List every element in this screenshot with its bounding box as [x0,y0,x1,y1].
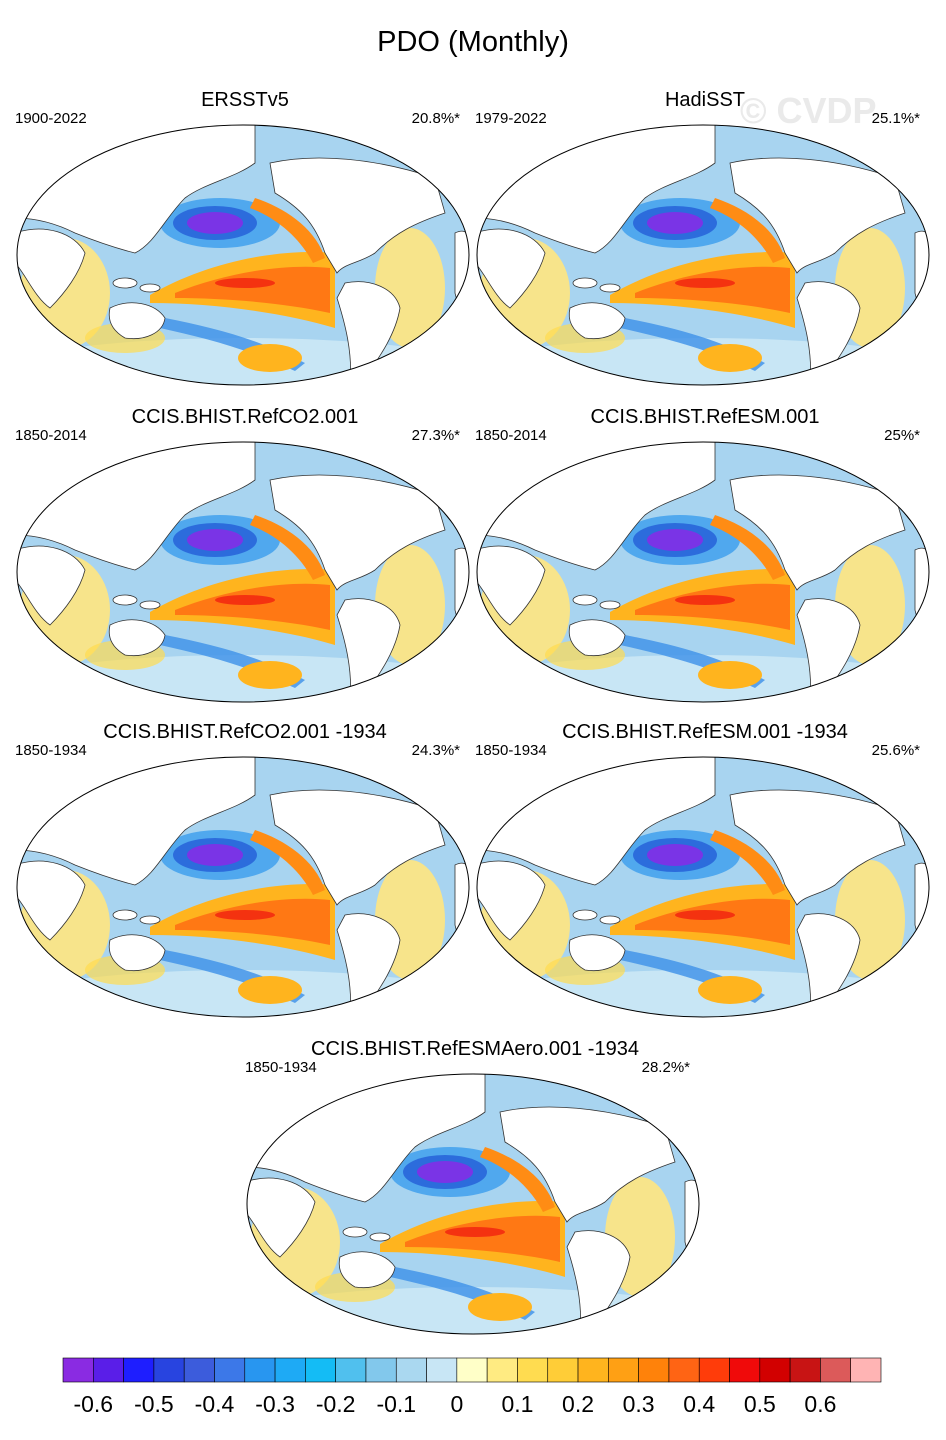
map-panel: CCIS.BHIST.RefCO2.001 1850-2014 27.3%* [15,405,475,705]
colorbar-label: 0.5 [744,1391,776,1417]
panel-period: 1850-1934 [15,742,87,759]
colorbar-label: -0.4 [195,1391,235,1417]
world-map [16,441,470,703]
panel-title: CCIS.BHIST.RefESM.001 [590,406,820,428]
colorbar-swatch [305,1357,336,1383]
colorbar-swatch [789,1357,821,1383]
colorbar-label: -0.2 [316,1391,356,1417]
panel-period: 1979-2022 [475,110,547,127]
colorbar-swatch [759,1357,791,1383]
colorbar-swatch [335,1357,367,1383]
colorbar-label: -0.3 [255,1391,295,1417]
map-panel: CCIS.BHIST.RefESMAero.001 -1934 1850-1934… [245,1037,705,1337]
colorbar-swatch [850,1357,882,1383]
panel-percent: 20.8%* [411,110,460,127]
colorbar-swatch [123,1357,155,1383]
panel-title: HadiSST [664,89,746,111]
colorbar-swatch [244,1357,276,1383]
colorbar-swatch [456,1357,488,1383]
map-panel: ERSSTv5 1900-2022 20.8%* [15,88,475,388]
world-map [16,756,470,1018]
panel-title: CCIS.BHIST.RefCO2.001 -1934 [103,721,387,743]
colorbar-swatch [698,1357,730,1383]
colorbar-swatch [93,1357,124,1383]
panel-period: 1850-1934 [475,742,547,759]
colorbar-swatch [729,1357,761,1383]
panel-period: 1900-2022 [15,110,87,127]
panel-period: 1850-1934 [245,1059,317,1076]
world-map [476,756,930,1018]
panel-title: ERSSTv5 [201,89,289,111]
colorbar-swatch [668,1357,700,1383]
colorbar-swatch [426,1357,458,1383]
panel-percent: 25.1%* [871,110,920,127]
colorbar-label: 0.1 [501,1391,533,1417]
panel-percent: 28.2%* [641,1059,690,1076]
panel-percent: 27.3%* [411,427,460,444]
map-panel: CCIS.BHIST.RefCO2.001 -1934 1850-1934 24.3… [15,720,475,1020]
world-map [16,124,470,386]
world-map [476,441,930,703]
colorbar-label: 0.3 [623,1391,655,1417]
world-map [476,124,930,386]
figure-title: PDO (Monthly) [377,26,569,58]
panel-percent: 25.6%* [871,742,920,759]
watermark: © CVDP [740,90,877,131]
colorbar: -0.6 -0.5 -0.4 -0.3 -0.2 -0.1 0 0.1 0.2 0.3 0.4 0.5… [62,1357,882,1417]
colorbar-label: -0.6 [73,1391,113,1417]
colorbar-swatch [62,1357,94,1383]
colorbar-label: -0.1 [376,1391,416,1417]
panel-title: CCIS.BHIST.RefESM.001 -1934 [562,721,848,743]
map-panel: CCIS.BHIST.RefESM.001 1850-2014 25%* [475,405,935,705]
panel-percent: 24.3%* [411,742,460,759]
world-map [246,1073,700,1335]
colorbar-swatch [517,1357,549,1383]
colorbar-swatch [395,1357,427,1383]
colorbar-label: 0.2 [562,1391,594,1417]
colorbar-label: 0.6 [804,1391,836,1417]
colorbar-swatch [486,1357,518,1383]
colorbar-swatch [365,1357,397,1383]
panel-period: 1850-2014 [475,427,547,444]
colorbar-swatch [183,1357,215,1383]
panel-period: 1850-2014 [15,427,87,444]
colorbar-label: -0.5 [134,1391,174,1417]
colorbar-swatch [153,1357,185,1383]
colorbar-swatch [577,1357,609,1383]
panel-percent: 25%* [884,427,920,444]
colorbar-label: 0.4 [683,1391,715,1417]
colorbar-swatch [638,1357,670,1383]
colorbar-swatch [274,1357,306,1383]
panel-title: CCIS.BHIST.RefCO2.001 [131,406,359,428]
colorbar-swatch [820,1357,852,1383]
colorbar-label: 0 [450,1391,463,1417]
colorbar-swatch [214,1357,246,1383]
colorbar-swatch [547,1357,579,1383]
map-panel: CCIS.BHIST.RefESM.001 -1934 1850-1934 25.6… [475,720,935,1020]
map-panel: HadiSST 1979-2022 25.1%* [475,88,935,388]
panel-title: CCIS.BHIST.RefESMAero.001 -1934 [311,1038,639,1060]
colorbar-swatch [608,1357,639,1383]
